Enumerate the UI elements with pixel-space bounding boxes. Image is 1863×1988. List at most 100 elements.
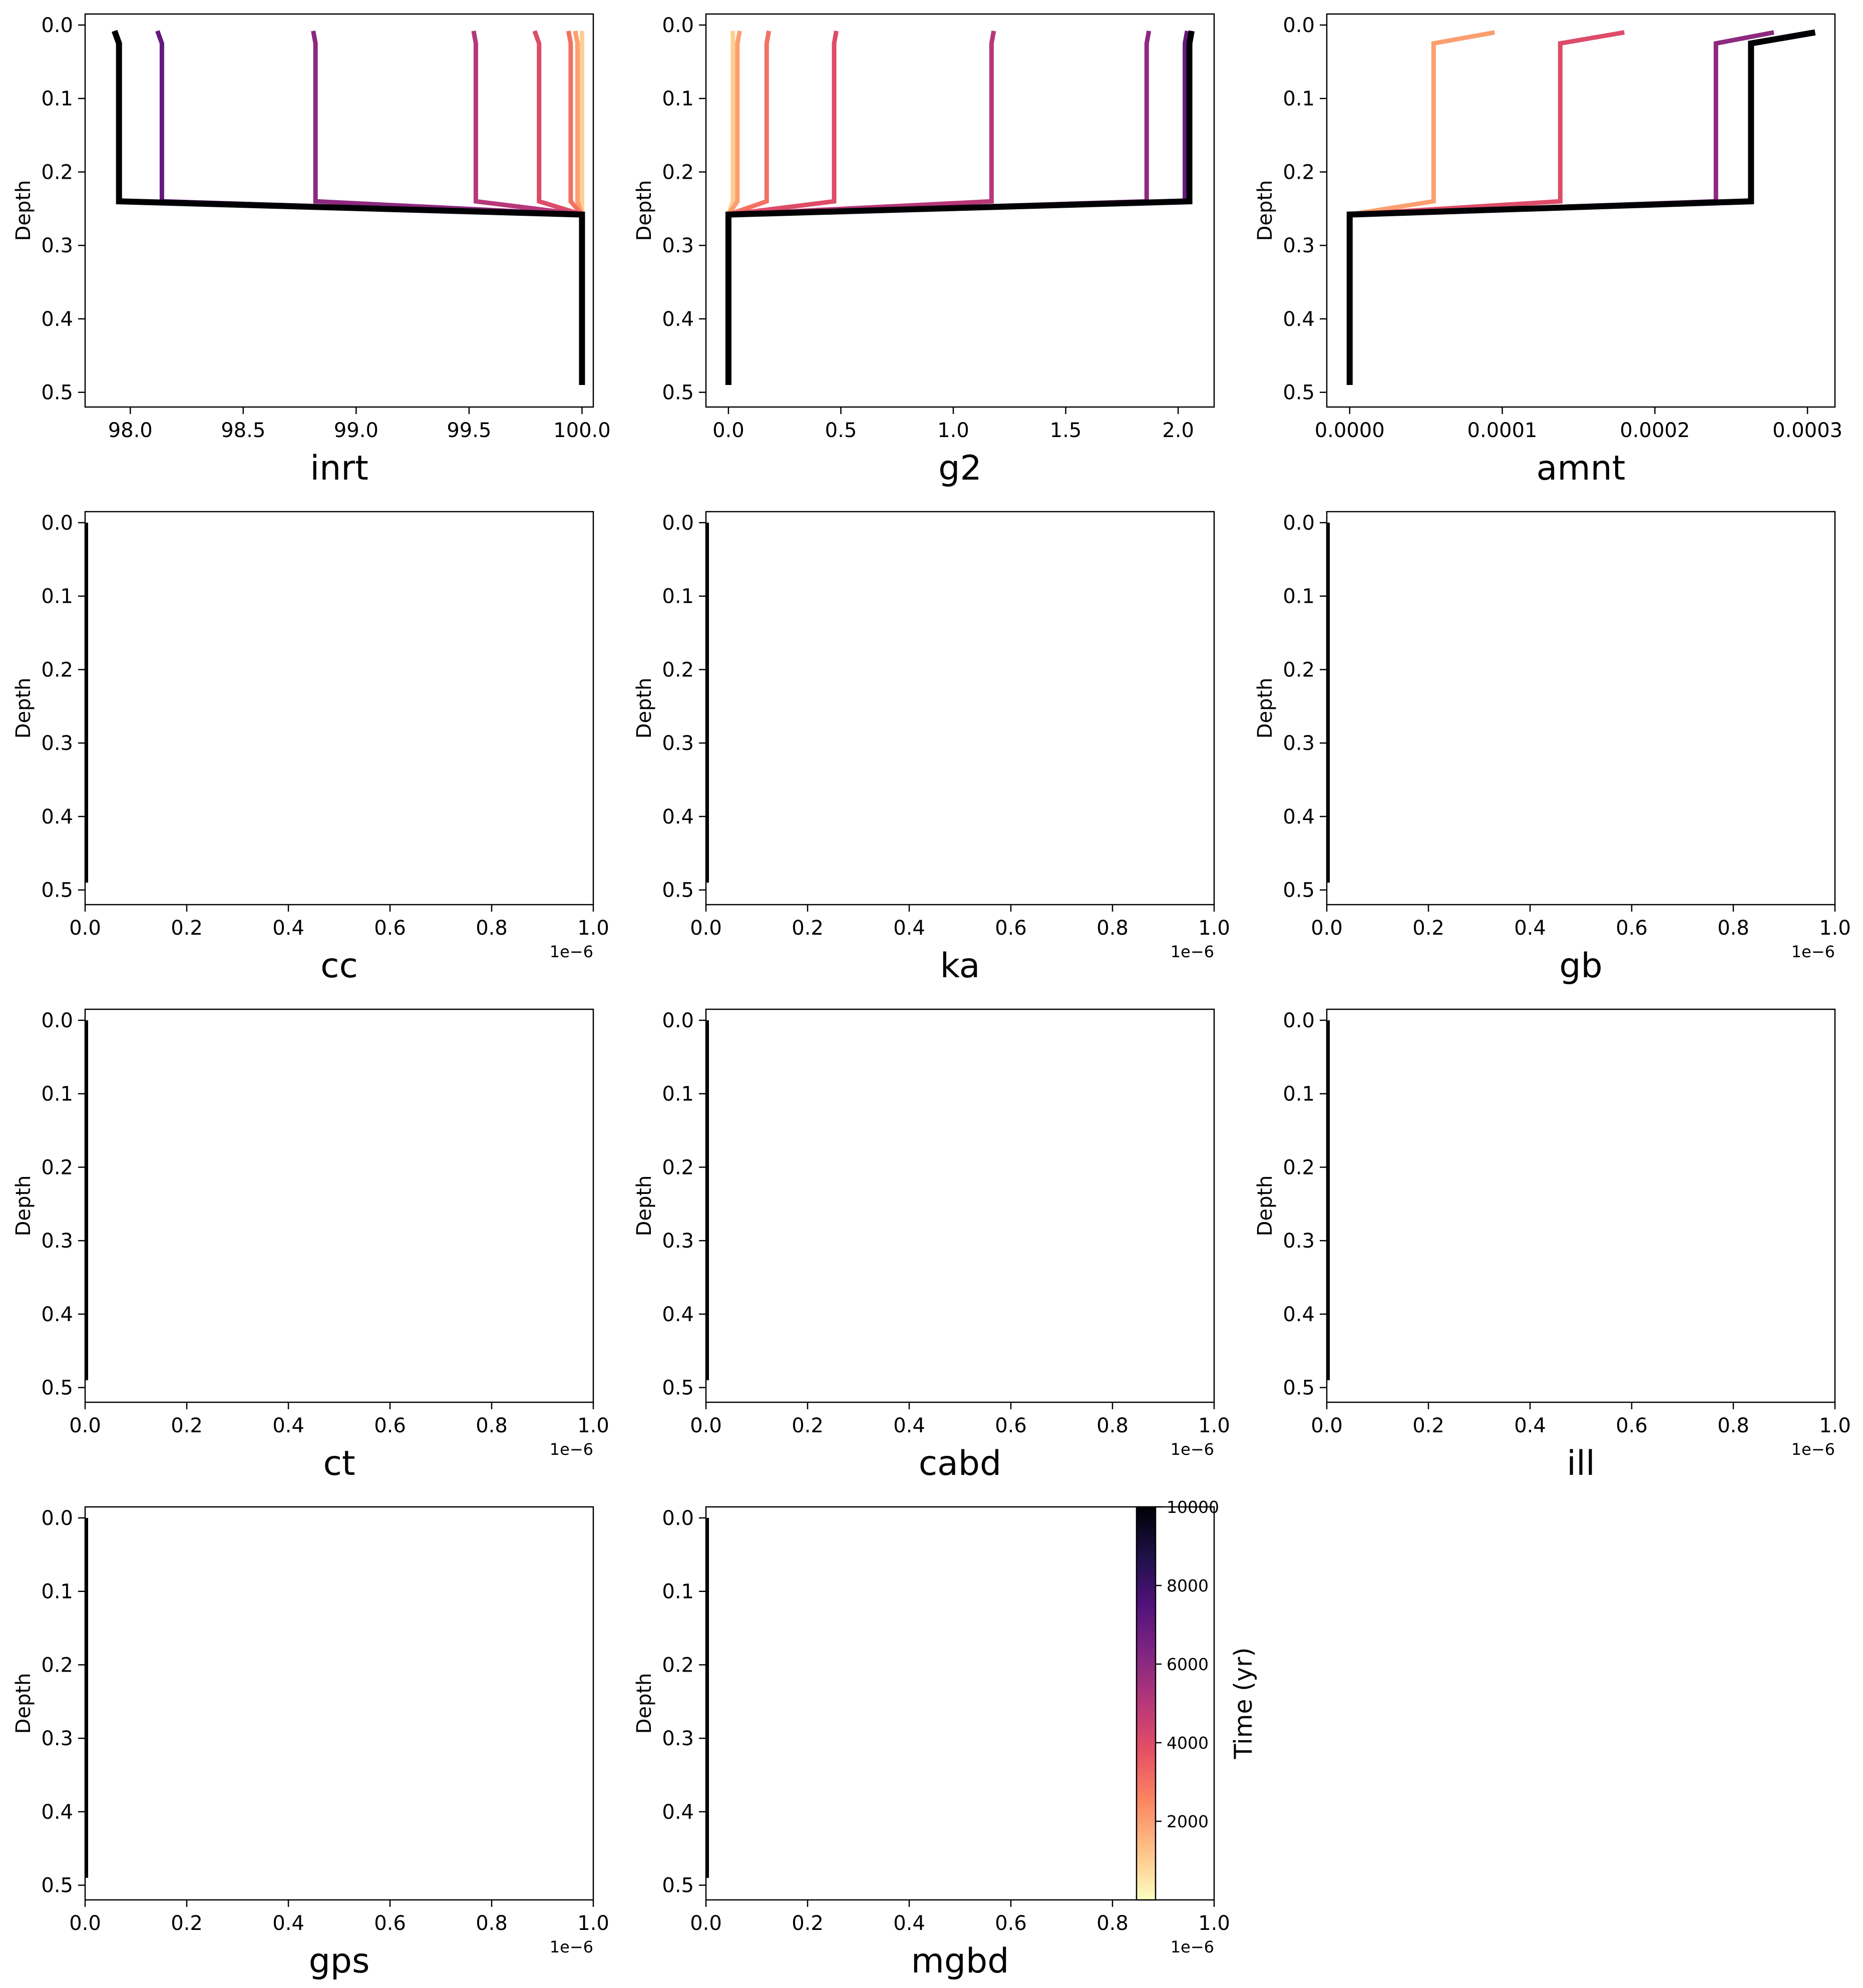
y-tick-label: 0.4 xyxy=(41,1801,73,1824)
x-tick-label: 1.0 xyxy=(937,419,969,442)
x-tick-label: 1.0 xyxy=(1198,1912,1230,1935)
y-tick-label: 0.2 xyxy=(41,658,73,681)
y-axis-label: Depth xyxy=(633,1673,656,1734)
x-axis-label: g2 xyxy=(938,449,981,488)
x-tick-label: 0.6 xyxy=(995,917,1027,940)
x-tick-label: 1.0 xyxy=(1198,917,1230,940)
y-tick-label: 0.4 xyxy=(662,806,694,829)
y-tick-label: 0.1 xyxy=(41,585,73,608)
x-tick-label: 0.6 xyxy=(1616,1414,1648,1437)
x-tick-label: 1.0 xyxy=(1198,1414,1230,1437)
axes-frame xyxy=(705,511,1215,906)
x-tick-label: 1.0 xyxy=(1819,1414,1851,1437)
axes-frame xyxy=(84,1506,594,1901)
subplot-gps: 0.0 0.2 0.4 0.6 0.8 1.0 0.0 0.1 0.2 0.3 0.4 0.5 Dept… xyxy=(12,1506,609,1981)
x-tick-label: 99.0 xyxy=(334,419,379,442)
y-axis-label: Depth xyxy=(1254,678,1277,739)
x-axis-label: inrt xyxy=(310,449,368,488)
y-tick-label: 0.2 xyxy=(662,1654,694,1677)
x-axis-label: ct xyxy=(323,1444,355,1483)
y-tick-label: 0.0 xyxy=(41,512,73,535)
x-tick-label: 0.2 xyxy=(171,917,203,940)
axes-frame xyxy=(84,13,594,408)
y-tick-label: 0.3 xyxy=(41,234,73,257)
axes-frame xyxy=(705,1008,1215,1403)
subplot-ill: 0.0 0.2 0.4 0.6 0.8 1.0 0.0 0.1 0.2 0.3 0.4 0.5 Dept… xyxy=(1254,1008,1851,1483)
x-tick-label: 0.0 xyxy=(69,1912,101,1935)
y-tick-label: 0.5 xyxy=(662,381,694,405)
x-tick-label: 0.0 xyxy=(690,917,722,940)
colorbar: 2000 4000 6000 8000 10000 Time (yr) xyxy=(1136,1497,1258,1901)
y-axis-label: Depth xyxy=(633,1175,656,1237)
x-tick-label: 0.8 xyxy=(1096,1414,1129,1437)
x-tick-label: 0.8 xyxy=(1717,1414,1749,1437)
y-tick-label: 0.1 xyxy=(1283,88,1315,111)
subplot-g2: 0.0 0.5 1.0 1.5 2.0 0.0 0.1 0.2 0.3 0.4 0.5 Depth g2 xyxy=(633,13,1215,488)
x-tick-label: 0.6 xyxy=(374,1414,406,1437)
x-tick-label: 0.6 xyxy=(374,1912,406,1935)
x-tick-label: 0.0000 xyxy=(1315,419,1385,442)
y-tick-label: 0.3 xyxy=(41,1727,73,1750)
x-tick-label: 100.0 xyxy=(553,419,611,442)
y-tick-label: 0.5 xyxy=(662,879,694,902)
y-axis-label: Depth xyxy=(12,1175,35,1237)
axes-frame xyxy=(705,13,1215,408)
y-tick-label: 0.0 xyxy=(1283,14,1315,37)
subplot-inrt: 98.0 98.5 99.0 99.5 100.0 0.0 0.1 0.2 0.3 0.4 0.5 D… xyxy=(12,13,611,488)
colorbar-ticks: 2000 4000 6000 8000 10000 xyxy=(1156,1497,1219,1831)
y-tick-label: 0.5 xyxy=(41,879,73,902)
y-tick-label: 0.1 xyxy=(41,1083,73,1106)
x-tick-label: 0.4 xyxy=(893,1414,925,1437)
y-tick-label: 0.5 xyxy=(1283,879,1315,902)
y-axis-label: Depth xyxy=(633,180,656,241)
x-offset-exponent: 1e−6 xyxy=(550,942,593,961)
x-axis-label: ill xyxy=(1567,1444,1595,1483)
x-tick-label: 98.5 xyxy=(221,419,265,442)
subplot-mgbd: 0.0 0.2 0.4 0.6 0.8 1.0 0.0 0.1 0.2 0.3 0.4 0.5 Dept… xyxy=(633,1506,1230,1981)
y-tick-label: 0.1 xyxy=(41,88,73,111)
x-tick-label: 1.0 xyxy=(577,917,609,940)
y-tick-label: 0.5 xyxy=(41,1874,73,1897)
y-tick-label: 0.4 xyxy=(41,1303,73,1326)
y-tick-label: 0.2 xyxy=(662,658,694,681)
series-line-t10000 xyxy=(1346,29,1816,385)
x-tick-label: 0.0 xyxy=(712,419,744,442)
y-tick-label: 0.3 xyxy=(662,732,694,755)
y-tick-label: 0.5 xyxy=(662,1874,694,1897)
axes-frame xyxy=(705,1506,1215,1901)
x-tick-label: 0.2 xyxy=(1412,1414,1444,1437)
subplot-gb: 0.0 0.2 0.4 0.6 0.8 1.0 0.0 0.1 0.2 0.3 0.4 0.5 Dept… xyxy=(1254,511,1851,986)
x-tick-label: 0.0003 xyxy=(1772,419,1842,442)
y-tick-label: 0.1 xyxy=(1283,585,1315,608)
y-tick-label: 0.0 xyxy=(662,1507,694,1530)
x-axis-label: gps xyxy=(309,1941,370,1981)
x-tick-label: 0.4 xyxy=(1514,917,1546,940)
x-tick-label: 0.4 xyxy=(272,1912,304,1935)
y-tick-label: 0.1 xyxy=(662,585,694,608)
y-tick-label: 0.1 xyxy=(41,1580,73,1604)
y-tick-label: 0.1 xyxy=(662,88,694,111)
y-tick-label: 0.2 xyxy=(662,1156,694,1179)
y-tick-label: 0.3 xyxy=(1283,732,1315,755)
y-tick-label: 0.4 xyxy=(1283,1303,1315,1326)
y-tick-label: 0.0 xyxy=(41,1009,73,1032)
colorbar-tick-label: 6000 xyxy=(1167,1655,1209,1674)
y-tick-label: 0.3 xyxy=(662,234,694,257)
x-tick-label: 0.6 xyxy=(1616,917,1648,940)
subplot-ct: 0.0 0.2 0.4 0.6 0.8 1.0 0.0 0.1 0.2 0.3 0.4 0.5 Dept… xyxy=(12,1008,609,1483)
x-axis-label: cc xyxy=(320,946,358,986)
y-tick-label: 0.0 xyxy=(662,512,694,535)
x-offset-exponent: 1e−6 xyxy=(1171,1440,1214,1459)
x-tick-label: 0.0 xyxy=(69,917,101,940)
x-tick-label: 2.0 xyxy=(1162,419,1194,442)
x-axis-label: cabd xyxy=(919,1444,1001,1483)
x-tick-label: 0.8 xyxy=(476,917,508,940)
x-tick-label: 0.2 xyxy=(792,1414,824,1437)
y-tick-label: 0.5 xyxy=(1283,381,1315,405)
x-tick-label: 1.0 xyxy=(577,1912,609,1935)
x-tick-label: 0.8 xyxy=(1717,917,1749,940)
axes-frame xyxy=(84,1008,594,1403)
series-group xyxy=(111,30,585,385)
x-offset-exponent: 1e−6 xyxy=(550,1440,593,1459)
